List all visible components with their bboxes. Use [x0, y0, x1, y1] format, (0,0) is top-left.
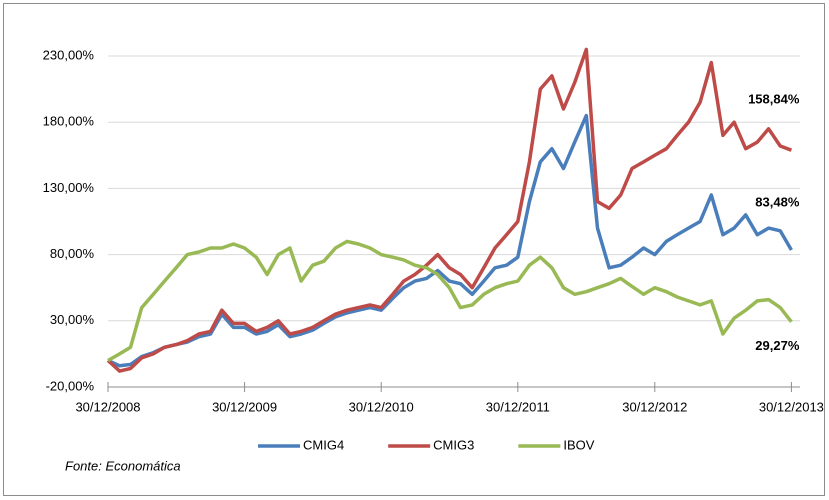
- y-tick-label: 130,00%: [43, 180, 95, 195]
- legend-label: CMIG4: [303, 437, 344, 452]
- y-tick-label: 180,00%: [43, 114, 95, 129]
- legend-label: CMIG3: [433, 437, 474, 452]
- line-series: [107, 239, 793, 363]
- line-series: [107, 113, 793, 368]
- line-series: [106, 47, 793, 373]
- x-tick-label: 30/12/2009: [212, 399, 277, 414]
- end-label: 158,84%: [748, 92, 800, 107]
- end-label: 83,48%: [755, 194, 800, 209]
- x-tick-label: 30/12/2008: [75, 399, 140, 414]
- x-tick-label: 30/12/2013: [759, 399, 824, 414]
- x-tick-label: 30/12/2010: [349, 399, 414, 414]
- y-tick-label: 80,00%: [50, 246, 95, 261]
- y-tick-label: 230,00%: [43, 47, 95, 62]
- x-tick-label: 30/12/2012: [622, 399, 687, 414]
- chart-frame: [3, 3, 825, 496]
- y-tick-label: 30,00%: [50, 312, 95, 327]
- end-label: 29,27%: [755, 338, 800, 353]
- source: Fonte: Economática: [65, 458, 181, 473]
- legend-label: IBOV: [563, 437, 594, 452]
- x-tick-label: 30/12/2011: [486, 399, 550, 414]
- y-tick-label: -20,00%: [46, 378, 95, 393]
